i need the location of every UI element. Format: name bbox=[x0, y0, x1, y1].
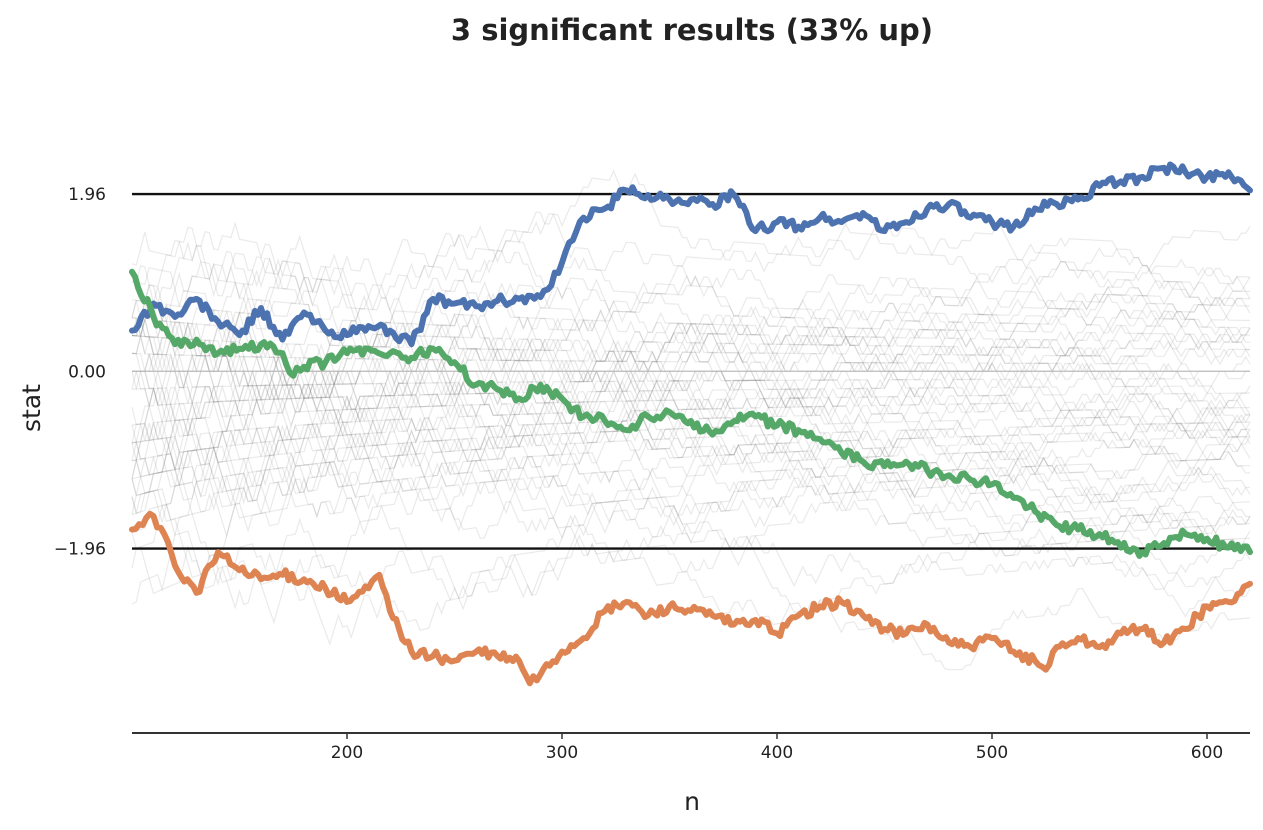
background-walk bbox=[131, 355, 1251, 514]
background-walk bbox=[131, 276, 1251, 414]
background-walk bbox=[131, 326, 1251, 446]
background-walk bbox=[131, 250, 1251, 372]
chart-title: 3 significant results (33% up) bbox=[451, 13, 933, 47]
background-walk bbox=[131, 269, 1251, 412]
series-line-3 bbox=[129, 268, 1253, 559]
reference-lines bbox=[132, 192, 1250, 550]
background-walk bbox=[131, 285, 1251, 539]
y-tick-label: 1.96 bbox=[68, 185, 106, 205]
series-line-1 bbox=[129, 161, 1253, 348]
x-tick-label: 400 bbox=[761, 743, 793, 763]
background-walk bbox=[131, 405, 1251, 576]
background-walk bbox=[131, 359, 1251, 519]
background-walk bbox=[131, 318, 1250, 438]
background-walks bbox=[131, 169, 1251, 671]
background-walk bbox=[131, 386, 1251, 544]
background-walk bbox=[131, 503, 1251, 612]
series-lines bbox=[129, 161, 1253, 687]
y-axis-label: stat bbox=[17, 384, 46, 432]
background-walk bbox=[131, 428, 1251, 592]
background-walk bbox=[131, 225, 1251, 319]
series-line-2 bbox=[129, 510, 1253, 687]
background-walk bbox=[131, 354, 1251, 534]
background-walk bbox=[132, 268, 1251, 428]
background-walk bbox=[132, 370, 1251, 513]
x-tick-label: 500 bbox=[976, 743, 1008, 763]
background-walk bbox=[131, 312, 1250, 448]
background-walk bbox=[131, 405, 1251, 558]
background-walk bbox=[131, 324, 1251, 447]
background-walk bbox=[131, 211, 1251, 340]
background-walk bbox=[131, 287, 1251, 454]
background-walk bbox=[131, 293, 1251, 515]
background-walk bbox=[131, 400, 1251, 505]
background-walk bbox=[131, 265, 1251, 424]
x-tick-label: 200 bbox=[331, 743, 363, 763]
background-walk bbox=[131, 257, 1250, 404]
x-axis-label: n bbox=[684, 787, 700, 816]
background-walk bbox=[132, 370, 1251, 548]
y-tick-label: −1.96 bbox=[54, 540, 106, 560]
x-axis: 200 300 400 500 600 bbox=[132, 732, 1250, 763]
background-walk bbox=[131, 436, 1251, 611]
background-walk bbox=[131, 405, 1251, 671]
background-walk bbox=[131, 424, 1251, 539]
background-walk bbox=[131, 307, 1251, 443]
x-tick-label: 300 bbox=[546, 743, 578, 763]
background-walk bbox=[131, 338, 1251, 526]
y-axis: 1.96 0.00 −1.96 bbox=[54, 185, 106, 559]
background-walk bbox=[131, 305, 1250, 439]
x-tick-label: 600 bbox=[1191, 743, 1223, 763]
background-walk bbox=[131, 303, 1251, 417]
background-walk bbox=[131, 334, 1251, 542]
background-walk bbox=[131, 327, 1251, 532]
background-walk bbox=[131, 284, 1251, 555]
background-walk bbox=[131, 346, 1251, 512]
background-walk bbox=[131, 267, 1251, 518]
y-tick-label: 0.00 bbox=[68, 362, 106, 382]
